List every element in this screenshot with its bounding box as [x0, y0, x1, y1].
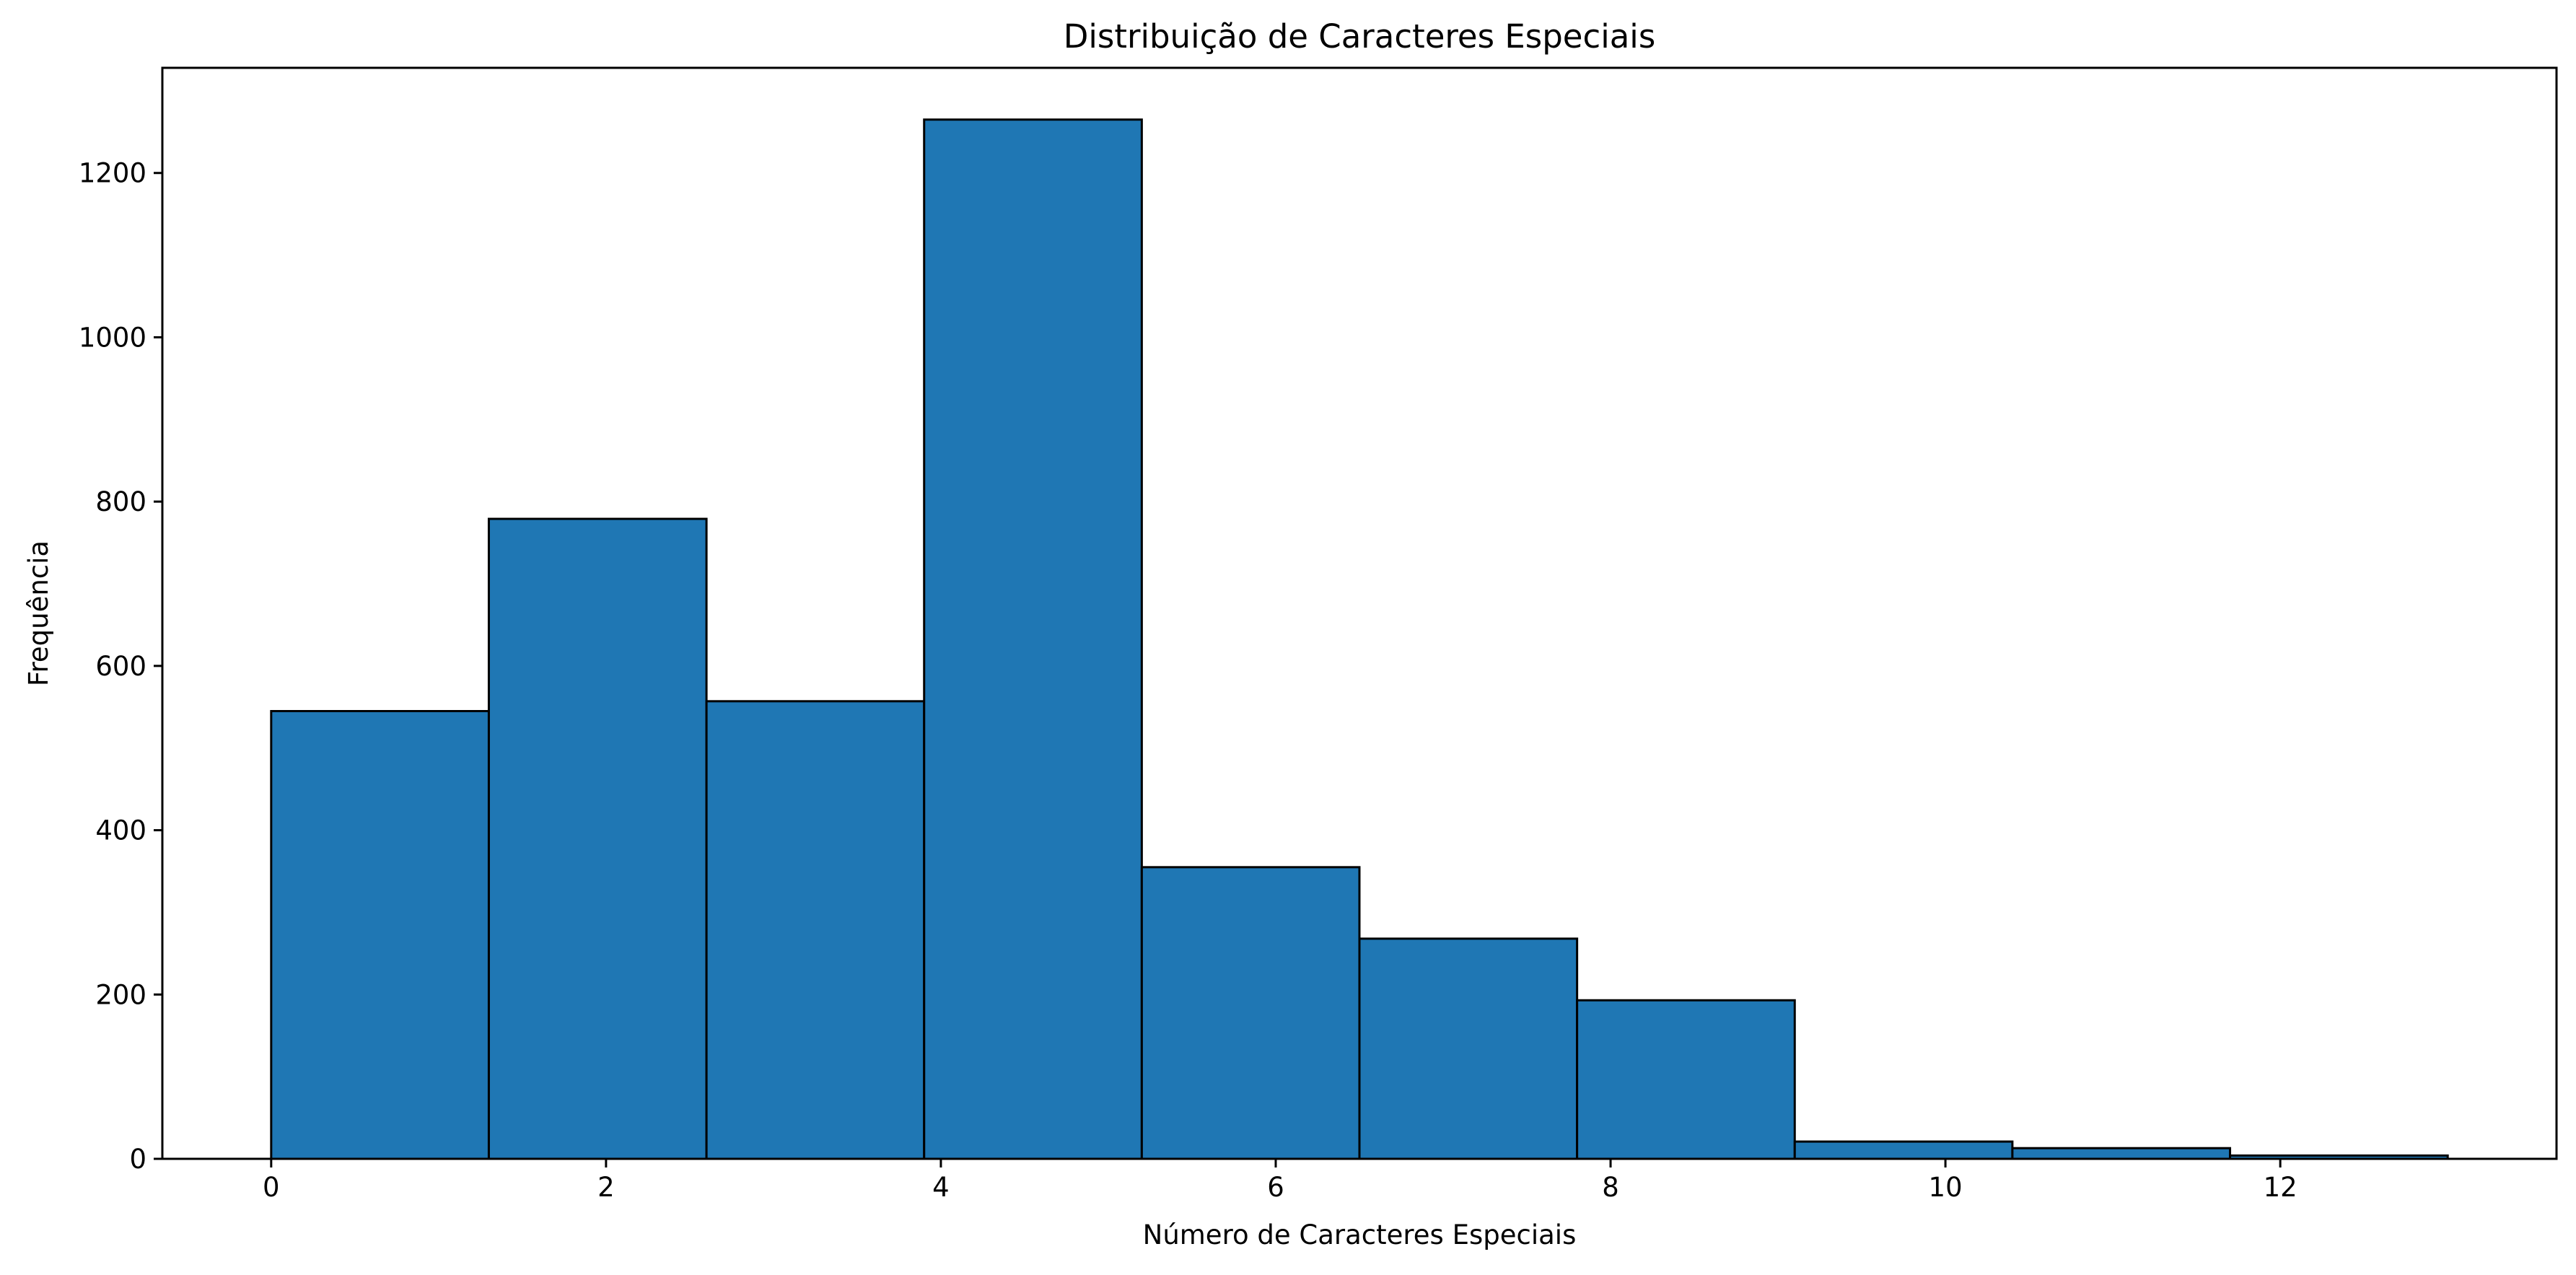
- histogram-bar: [705, 700, 926, 1160]
- histogram-bar: [1140, 866, 1361, 1160]
- histogram-bar: [923, 118, 1143, 1160]
- y-tick-label: 1200: [79, 158, 146, 189]
- histogram-bar: [1793, 1140, 2014, 1160]
- y-tick-label: 600: [95, 651, 146, 682]
- y-tick-label: 200: [95, 979, 146, 1010]
- bars-layer: [270, 118, 2449, 1160]
- histogram-bar: [1358, 937, 1579, 1160]
- y-axis-label: Frequência: [23, 540, 54, 686]
- y-tick-label: 0: [129, 1144, 146, 1175]
- plot-frame: [161, 66, 2558, 1160]
- y-tick-label: 800: [95, 486, 146, 517]
- x-tick-label: 4: [932, 1172, 950, 1203]
- x-axis-ticks: 0 2 4 6 8 10 12: [263, 1159, 2297, 1203]
- y-tick-label: 1000: [79, 322, 146, 353]
- histogram-bar: [270, 709, 490, 1160]
- x-tick-label: 6: [1267, 1172, 1284, 1203]
- x-tick-label: 2: [597, 1172, 615, 1203]
- x-tick-label: 8: [1602, 1172, 1619, 1203]
- x-tick-label: 12: [2264, 1172, 2297, 1203]
- y-axis-ticks: 0 200 400 600 800 1000 1200: [79, 158, 162, 1175]
- histogram-bar: [2011, 1147, 2232, 1160]
- x-axis-label: Número de Caracteres Especiais: [1143, 1219, 1577, 1250]
- histogram-bar: [1576, 999, 1796, 1160]
- x-tick-label: 10: [1929, 1172, 1963, 1203]
- chart-title: Distribuição de Caracteres Especiais: [1064, 17, 1656, 56]
- histogram-bar: [487, 517, 708, 1160]
- x-tick-label: 0: [263, 1172, 280, 1203]
- y-tick-label: 400: [95, 815, 146, 846]
